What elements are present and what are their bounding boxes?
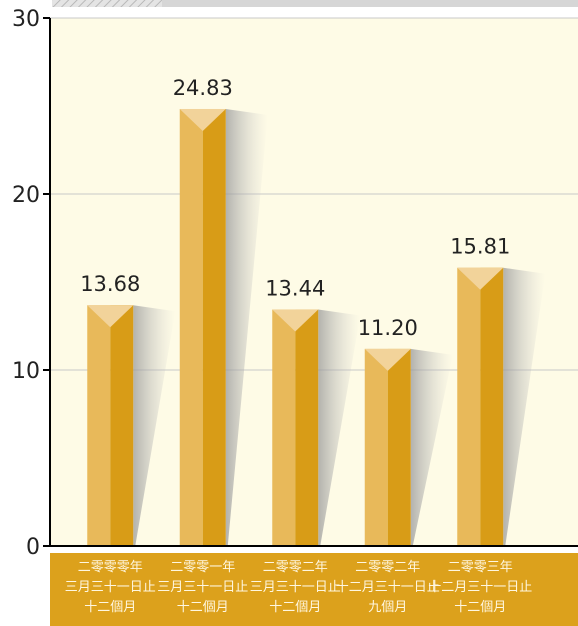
bar	[364, 348, 388, 546]
y-tick-label: 20	[12, 183, 40, 208]
bars	[87, 108, 504, 546]
category-label-band	[50, 553, 578, 626]
y-tick-label: 10	[12, 359, 40, 384]
bar-shadow	[225, 108, 268, 546]
category-label: 二零零二年	[263, 560, 328, 575]
y-axis: 0 10 20 30	[12, 7, 578, 560]
top-band	[52, 0, 578, 7]
category-label: 十二月三十一日止	[336, 580, 440, 595]
category-label: 三月三十一日止	[250, 580, 341, 595]
category-label: 二零零三年	[448, 560, 513, 575]
category-label: 十二個月	[269, 600, 321, 615]
bar-top-bevel	[364, 348, 411, 371]
bar	[387, 348, 411, 546]
category-label: 二零零一年	[170, 560, 235, 575]
category-label: 三月三十一日止	[65, 580, 156, 595]
bar-top-bevel	[272, 309, 319, 332]
labels: 13.68二零零零年三月三十一日止十二個月24.83二零零一年三月三十一日止十二…	[65, 76, 533, 615]
bar-shadow	[318, 309, 361, 546]
bar	[202, 108, 226, 546]
bar	[110, 305, 134, 546]
y-tick-label: 0	[26, 535, 40, 560]
bar-top-bevel	[457, 267, 504, 290]
bar	[179, 108, 203, 546]
data-label: 24.83	[173, 76, 233, 100]
data-label: 13.44	[265, 276, 325, 300]
data-label: 13.68	[80, 272, 140, 296]
category-label: 二零零二年	[355, 560, 420, 575]
category-label: 二零零零年	[78, 560, 143, 575]
bar	[295, 309, 319, 546]
category-label: 十二個月	[84, 600, 136, 615]
bar-shadow	[410, 348, 453, 546]
category-label: 十二個月	[177, 600, 229, 615]
bar-shadow	[503, 267, 546, 546]
category-label: 十二個月	[454, 600, 506, 615]
bar	[457, 267, 481, 546]
bar-top-bevel	[87, 305, 134, 328]
top-band-hatch	[52, 0, 162, 7]
data-label: 15.81	[450, 235, 510, 259]
bar	[272, 309, 296, 546]
bar	[87, 305, 111, 546]
bar-shadow	[133, 305, 176, 546]
category-label: 三月三十一日止	[157, 580, 248, 595]
category-label: 九個月	[368, 600, 407, 615]
category-label: 十二月三十一日止	[428, 580, 532, 595]
data-label: 11.20	[358, 316, 418, 340]
bar	[480, 267, 504, 546]
bar-top-bevel	[179, 108, 226, 131]
bar-shadows	[133, 108, 546, 546]
y-tick-label: 30	[12, 7, 40, 32]
